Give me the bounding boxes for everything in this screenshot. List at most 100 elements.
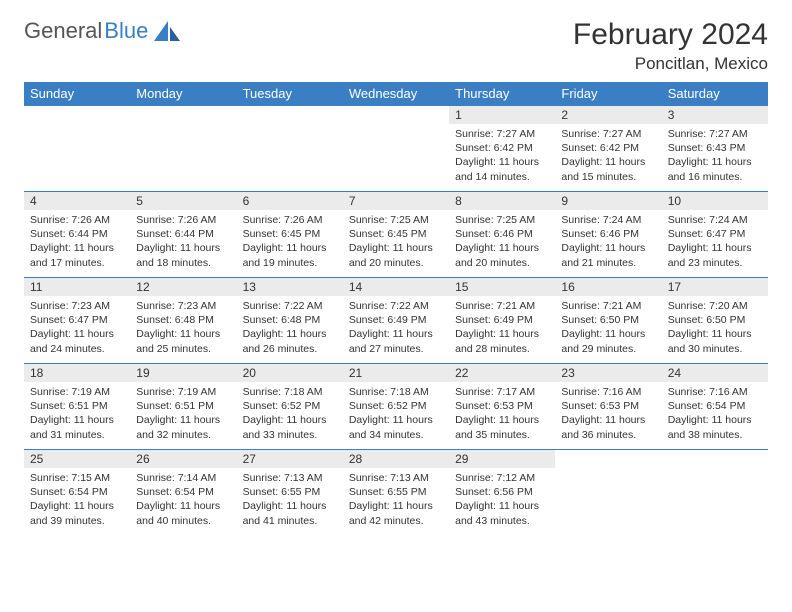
weekday-header-row: SundayMondayTuesdayWednesdayThursdayFrid…: [24, 82, 768, 106]
day-body: Sunrise: 7:21 AMSunset: 6:50 PMDaylight:…: [555, 296, 661, 359]
sunset-text: Sunset: 6:48 PM: [243, 313, 337, 327]
daylight-line2: and 35 minutes.: [455, 428, 549, 442]
sunset-text: Sunset: 6:50 PM: [668, 313, 762, 327]
sunset-text: Sunset: 6:54 PM: [668, 399, 762, 413]
day-number: 1: [449, 106, 555, 124]
daylight-line2: and 25 minutes.: [136, 342, 230, 356]
day-number: 8: [449, 192, 555, 210]
weekday-header: Monday: [130, 82, 236, 106]
calendar-empty-cell: [343, 106, 449, 192]
day-body: Sunrise: 7:16 AMSunset: 6:54 PMDaylight:…: [662, 382, 768, 445]
sunset-text: Sunset: 6:54 PM: [30, 485, 124, 499]
calendar-empty-cell: [237, 106, 343, 192]
daylight-line2: and 42 minutes.: [349, 514, 443, 528]
sunset-text: Sunset: 6:51 PM: [136, 399, 230, 413]
sunset-text: Sunset: 6:45 PM: [243, 227, 337, 241]
day-number: 23: [555, 364, 661, 382]
daylight-line1: Daylight: 11 hours: [455, 413, 549, 427]
day-body: Sunrise: 7:26 AMSunset: 6:44 PMDaylight:…: [130, 210, 236, 273]
calendar-day-cell: 21Sunrise: 7:18 AMSunset: 6:52 PMDayligh…: [343, 364, 449, 450]
day-number: 29: [449, 450, 555, 468]
calendar-day-cell: 11Sunrise: 7:23 AMSunset: 6:47 PMDayligh…: [24, 278, 130, 364]
sunrise-text: Sunrise: 7:27 AM: [668, 127, 762, 141]
calendar-day-cell: 25Sunrise: 7:15 AMSunset: 6:54 PMDayligh…: [24, 450, 130, 536]
calendar-week-row: 25 Sunrise: 7:15 AMSunset: 6:54 PM Dayligh…: [24, 450, 768, 536]
day-number: 16: [555, 278, 661, 296]
calendar-day-cell: 15Sunrise: 7:21 AMSunset: 6:49 PMDayligh…: [449, 278, 555, 364]
sunset-text: Sunset: 6:46 PM: [455, 227, 549, 241]
daylight-line1: Daylight: 11 hours: [668, 241, 762, 255]
daylight-line2: and 20 minutes.: [349, 256, 443, 270]
calendar-day-cell: 17Sunrise: 7:20 AMSunset: 6:50 PMDayligh…: [662, 278, 768, 364]
sunrise-text: Sunrise: 7:17 AM: [455, 385, 549, 399]
sunrise-text: Sunrise: 7:12 AM: [455, 471, 549, 485]
daylight-line1: Daylight: 11 hours: [243, 499, 337, 513]
daylight-line2: and 39 minutes.: [30, 514, 124, 528]
sunrise-text: Sunrise: 7:21 AM: [455, 299, 549, 313]
sunrise-text: Sunrise: 7:23 AM: [136, 299, 230, 313]
sunrise-text: Sunrise: 7:21 AM: [561, 299, 655, 313]
sunrise-text: Sunrise: 7:26 AM: [243, 213, 337, 227]
daylight-line2: and 29 minutes.: [561, 342, 655, 356]
daylight-line1: Daylight: 11 hours: [349, 499, 443, 513]
day-body: Sunrise: 7:26 AMSunset: 6:45 PMDaylight:…: [237, 210, 343, 273]
day-number: 21: [343, 364, 449, 382]
daylight-line2: and 30 minutes.: [668, 342, 762, 356]
sunrise-text: Sunrise: 7:23 AM: [30, 299, 124, 313]
day-number: 10: [662, 192, 768, 210]
day-body: Sunrise: 7:23 AMSunset: 6:48 PMDaylight:…: [130, 296, 236, 359]
weekday-header: Tuesday: [237, 82, 343, 106]
day-body: Sunrise: 7:13 AMSunset: 6:55 PMDaylight:…: [343, 468, 449, 531]
day-body: Sunrise: 7:21 AMSunset: 6:49 PMDaylight:…: [449, 296, 555, 359]
daylight-line1: Daylight: 11 hours: [30, 413, 124, 427]
page-title: February 2024: [573, 18, 768, 52]
day-number: 22: [449, 364, 555, 382]
header: GeneralBlue February 2024 Poncitlan, Mex…: [24, 18, 768, 74]
sunset-text: Sunset: 6:47 PM: [668, 227, 762, 241]
calendar-day-cell: 5Sunrise: 7:26 AMSunset: 6:44 PMDaylight…: [130, 192, 236, 278]
calendar-day-cell: 1Sunrise: 7:27 AMSunset: 6:42 PMDaylight…: [449, 106, 555, 192]
day-body: Sunrise: 7:13 AMSunset: 6:55 PMDaylight:…: [237, 468, 343, 531]
calendar-day-cell: 28Sunrise: 7:13 AMSunset: 6:55 PMDayligh…: [343, 450, 449, 536]
day-number: 17: [662, 278, 768, 296]
calendar-week-row: 4Sunrise: 7:26 AMSunset: 6:44 PMDaylight…: [24, 192, 768, 278]
daylight-line2: and 24 minutes.: [30, 342, 124, 356]
day-body: Sunrise: 7:17 AMSunset: 6:53 PMDaylight:…: [449, 382, 555, 445]
sunrise-text: Sunrise: 7:20 AM: [668, 299, 762, 313]
day-number: 25: [24, 450, 130, 468]
day-number: 5: [130, 192, 236, 210]
calendar-empty-cell: [555, 450, 661, 536]
day-body: Sunrise: 7:26 AMSunset: 6:44 PMDaylight:…: [24, 210, 130, 273]
calendar-day-cell: 9Sunrise: 7:24 AMSunset: 6:46 PMDaylight…: [555, 192, 661, 278]
daylight-line2: and 26 minutes.: [243, 342, 337, 356]
day-body: Sunrise: 7:27 AMSunset: 6:43 PMDaylight:…: [662, 124, 768, 187]
sunset-text: Sunset: 6:47 PM: [30, 313, 124, 327]
sunrise-text: Sunrise: 7:19 AM: [30, 385, 124, 399]
sunrise-text: Sunrise: 7:16 AM: [561, 385, 655, 399]
calendar-empty-cell: [662, 450, 768, 536]
day-number: 12: [130, 278, 236, 296]
day-body: Sunrise: 7:22 AMSunset: 6:49 PMDaylight:…: [343, 296, 449, 359]
calendar-day-cell: 12Sunrise: 7:23 AMSunset: 6:48 PMDayligh…: [130, 278, 236, 364]
daylight-line1: Daylight: 11 hours: [561, 413, 655, 427]
day-body: Sunrise: 7:24 AMSunset: 6:47 PMDaylight:…: [662, 210, 768, 273]
sunrise-text: Sunrise: 7:13 AM: [243, 471, 337, 485]
daylight-line2: and 38 minutes.: [668, 428, 762, 442]
sunrise-text: Sunrise: 7:15 AM: [30, 471, 124, 485]
day-body: Sunrise: 7:20 AMSunset: 6:50 PMDaylight:…: [662, 296, 768, 359]
day-number: 3: [662, 106, 768, 124]
daylight-line1: Daylight: 11 hours: [455, 155, 549, 169]
daylight-line1: Daylight: 11 hours: [561, 327, 655, 341]
calendar-day-cell: 14Sunrise: 7:22 AMSunset: 6:49 PMDayligh…: [343, 278, 449, 364]
daylight-line1: Daylight: 11 hours: [455, 241, 549, 255]
daylight-line1: Daylight: 11 hours: [243, 413, 337, 427]
daylight-line1: Daylight: 11 hours: [561, 241, 655, 255]
daylight-line2: and 33 minutes.: [243, 428, 337, 442]
daylight-line1: Daylight: 11 hours: [455, 327, 549, 341]
sunset-text: Sunset: 6:44 PM: [136, 227, 230, 241]
calendar-day-cell: 3Sunrise: 7:27 AMSunset: 6:43 PMDaylight…: [662, 106, 768, 192]
sunrise-text: Sunrise: 7:19 AM: [136, 385, 230, 399]
sunrise-text: Sunrise: 7:16 AM: [668, 385, 762, 399]
calendar-day-cell: 18Sunrise: 7:19 AMSunset: 6:51 PMDayligh…: [24, 364, 130, 450]
daylight-line2: and 28 minutes.: [455, 342, 549, 356]
